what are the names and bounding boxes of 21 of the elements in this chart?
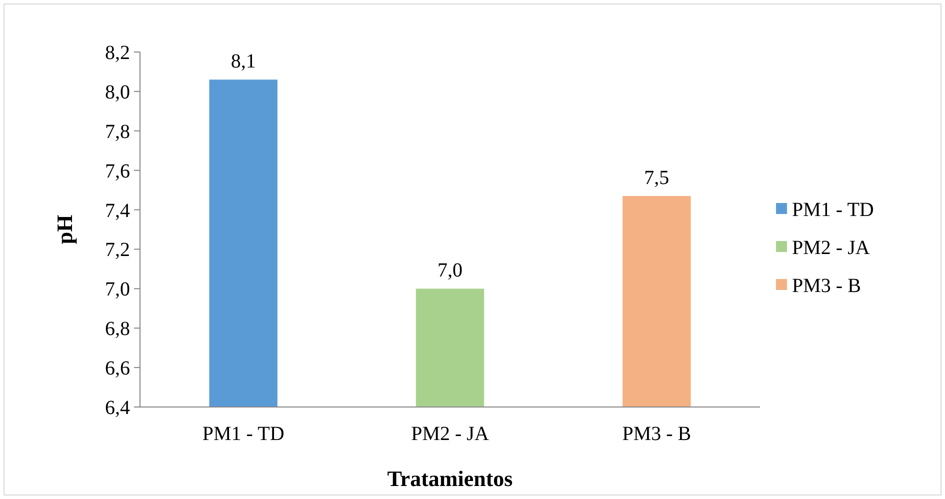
- y-tick-label: 7,0: [105, 278, 130, 301]
- y-tick-label: 6,4: [105, 397, 130, 419]
- data-label: 7,0: [438, 260, 462, 282]
- y-tick-label: 6,8: [105, 318, 130, 340]
- y-tick-label: 6,6: [105, 358, 130, 380]
- x-tick-label: PM1 - TD: [202, 423, 284, 445]
- data-label: 7,5: [644, 166, 670, 189]
- x-axis-title: Tratamientos: [387, 466, 514, 491]
- legend-label: PM1 - TD: [792, 199, 874, 221]
- legend-label: PM2 - JA: [792, 237, 870, 259]
- data-label: 8,1: [230, 50, 256, 73]
- x-tick-label: PM2 - JA: [411, 423, 490, 445]
- y-tick-label: 7,2: [105, 239, 130, 262]
- y-tick-label: 7,6: [105, 160, 130, 182]
- x-tick-label: PM3 - B: [622, 423, 692, 445]
- legend-label: PM3 - B: [792, 275, 861, 297]
- y-tick-label: 8,2: [105, 42, 130, 64]
- y-axis-title: pH: [52, 214, 77, 244]
- y-tick-label: 7,4: [105, 200, 130, 222]
- y-tick-label: 8,0: [105, 81, 130, 104]
- y-tick-label: 7,8: [105, 120, 130, 143]
